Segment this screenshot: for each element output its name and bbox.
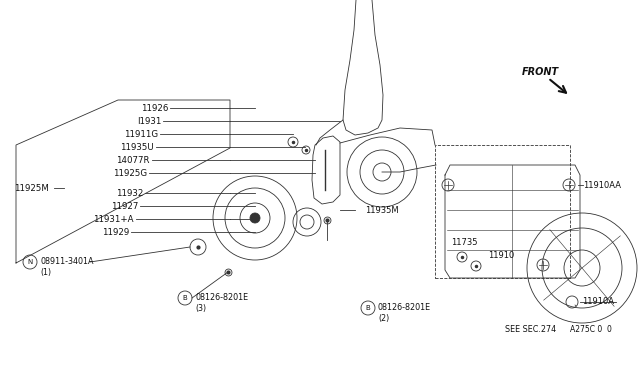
Text: 11910: 11910 [488,250,515,260]
Text: (2): (2) [378,314,389,324]
Text: (3): (3) [195,305,206,314]
Text: 11927: 11927 [111,202,138,211]
Text: 11910A: 11910A [582,298,614,307]
Text: 11911G: 11911G [124,129,158,138]
Text: 11935M: 11935M [365,205,399,215]
Text: 11929: 11929 [102,228,129,237]
Text: (1): (1) [40,269,51,278]
Text: B: B [182,295,188,301]
Text: A275C 0  0: A275C 0 0 [570,326,612,334]
Text: 11935U: 11935U [120,142,154,151]
Text: SEE SEC.274: SEE SEC.274 [505,326,556,334]
Bar [435,145,570,278]
Circle shape [250,213,260,223]
Text: 11932: 11932 [116,189,143,198]
Text: 11925G: 11925G [113,169,147,177]
Text: 08911-3401A: 08911-3401A [40,257,93,266]
Text: N: N [28,259,33,265]
Text: 11735: 11735 [451,237,477,247]
Text: 11931+A: 11931+A [93,215,134,224]
Text: 11926: 11926 [141,103,168,112]
Text: I1931: I1931 [136,116,161,125]
Text: FRONT: FRONT [522,67,559,77]
Text: 14077R: 14077R [116,155,150,164]
Text: 08126-8201E: 08126-8201E [195,294,248,302]
Text: 08126-8201E: 08126-8201E [378,304,431,312]
Text: B: B [365,305,371,311]
Text: 11910AA: 11910AA [583,180,621,189]
Text: 11925M: 11925M [14,183,49,192]
